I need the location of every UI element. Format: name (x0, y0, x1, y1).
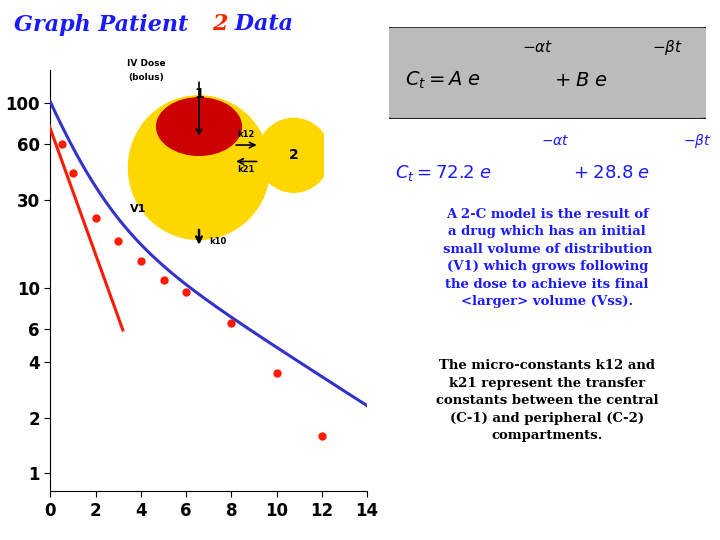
Text: IV Dose: IV Dose (127, 59, 166, 68)
Text: $C_t = 72.2\;e$: $C_t = 72.2\;e$ (395, 163, 492, 184)
Text: $C_t = A\;e$: $C_t = A\;e$ (405, 70, 480, 91)
Text: V1: V1 (130, 204, 147, 214)
Text: $-\beta t$: $-\beta t$ (652, 38, 683, 57)
Circle shape (128, 96, 269, 239)
Ellipse shape (157, 98, 241, 156)
Text: A 2-C model is the result of
a drug which has an initial
small volume of distrib: A 2-C model is the result of a drug whic… (443, 208, 652, 308)
Text: k10: k10 (209, 237, 226, 246)
Text: k21: k21 (238, 165, 255, 174)
Text: Graph Patient: Graph Patient (14, 14, 197, 36)
Text: The micro-constants k12 and
k21 represent the transfer
constants between the cen: The micro-constants k12 and k21 represen… (436, 359, 659, 442)
Text: (bolus): (bolus) (129, 73, 164, 82)
Text: $+\;B\;e$: $+\;B\;e$ (554, 71, 607, 90)
Text: $-\alpha t$: $-\alpha t$ (522, 39, 553, 55)
Circle shape (258, 118, 330, 192)
Text: $-\alpha t$: $-\alpha t$ (541, 134, 570, 148)
Text: 1: 1 (194, 87, 204, 101)
Text: Data: Data (227, 14, 293, 36)
Text: $-\beta t$: $-\beta t$ (683, 132, 712, 150)
Text: $+\;28.8\;e$: $+\;28.8\;e$ (572, 164, 649, 183)
Text: 2: 2 (289, 148, 299, 163)
Text: 2: 2 (212, 14, 228, 36)
FancyBboxPatch shape (379, 26, 715, 120)
Text: k12: k12 (238, 130, 255, 139)
